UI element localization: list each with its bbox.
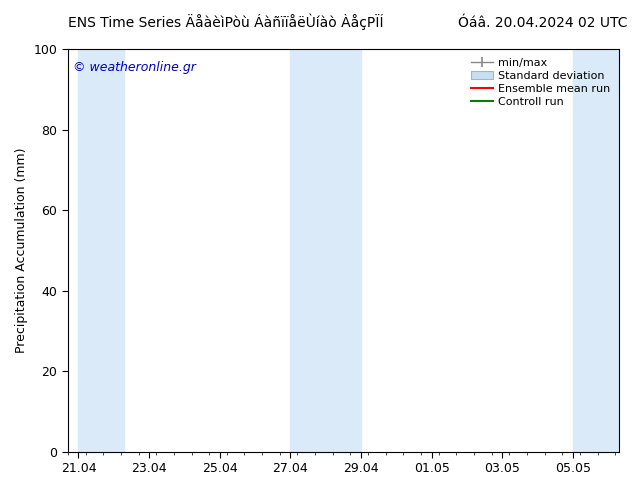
Text: ENS Time Series ÄåàèìPòù ÁàñïïåëÙíàò ÀåçPÏÍ: ENS Time Series ÄåàèìPòù ÁàñïïåëÙíàò Àåç… xyxy=(68,13,384,30)
Bar xyxy=(573,49,619,452)
Text: Óáâ. 20.04.2024 02 UTC: Óáâ. 20.04.2024 02 UTC xyxy=(458,16,628,30)
Bar xyxy=(79,49,124,452)
Y-axis label: Precipitation Accumulation (mm): Precipitation Accumulation (mm) xyxy=(15,148,28,353)
Bar xyxy=(290,49,361,452)
Text: © weatheronline.gr: © weatheronline.gr xyxy=(74,61,197,74)
Legend: min/max, Standard deviation, Ensemble mean run, Controll run: min/max, Standard deviation, Ensemble me… xyxy=(468,55,614,110)
